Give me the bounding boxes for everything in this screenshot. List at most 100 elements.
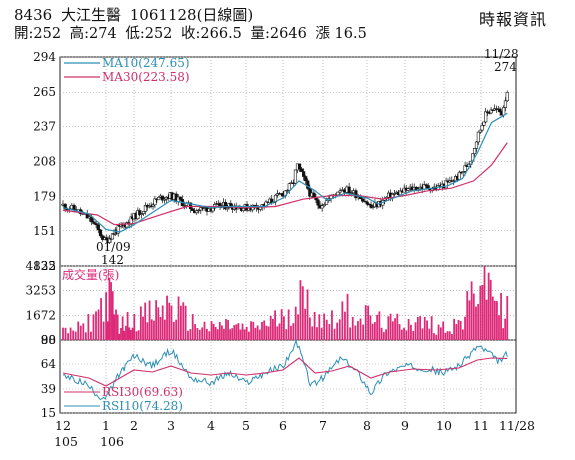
volume-bar (67, 333, 69, 340)
volume-bar (227, 319, 229, 340)
candle (308, 188, 312, 197)
candle (211, 207, 215, 212)
volume-bar (504, 318, 507, 340)
volume-bar (108, 277, 111, 340)
volume-bar (137, 330, 140, 340)
volume-bar (477, 303, 480, 340)
candle (285, 189, 289, 192)
volume-bar (292, 323, 295, 340)
volume-bar (320, 327, 323, 340)
candle (476, 131, 480, 143)
volume-bar (419, 316, 422, 340)
volume-bar (359, 318, 362, 340)
y-tick-label: 4835 (25, 259, 56, 273)
volume-bar (448, 331, 451, 340)
x-tick-label: 10 (436, 418, 452, 433)
volume-bar (464, 316, 466, 340)
candle (369, 204, 373, 208)
candle (316, 199, 320, 206)
candle (72, 204, 76, 211)
volume-bar (225, 319, 227, 340)
volume-bar (426, 320, 428, 340)
stock-code: 8436 (14, 6, 53, 24)
volume-bar (139, 306, 142, 340)
volume-bar (245, 326, 248, 340)
ma10-line (62, 112, 508, 233)
volume-bar (344, 311, 346, 340)
volume-bar (265, 325, 268, 340)
candle (188, 202, 193, 210)
ma30-line (62, 142, 508, 226)
candle (503, 100, 508, 108)
volume-bar (84, 332, 87, 340)
volume-bar (394, 318, 396, 340)
volume-bar (74, 331, 77, 340)
volume-bar (410, 324, 412, 340)
volume-bar (247, 331, 250, 340)
volume-bar (382, 332, 385, 340)
volume-bar (95, 311, 97, 340)
volume-bar (433, 333, 435, 340)
candle (151, 204, 155, 207)
candle (461, 171, 465, 173)
candle (498, 108, 502, 113)
x-tick-label: 9 (401, 418, 409, 433)
volume-bar (179, 305, 182, 340)
volume-bar (102, 321, 105, 340)
volume-bar (341, 301, 344, 340)
y-tick-label: 151 (33, 224, 56, 238)
volume-bar (453, 318, 456, 340)
volume-bar (396, 313, 399, 340)
candle (293, 169, 298, 184)
candle (398, 190, 402, 196)
volume-bar (304, 308, 307, 340)
x-tick-label: 7 (319, 418, 327, 433)
candle (444, 180, 448, 189)
x-year-label: 105 (54, 434, 78, 449)
volume-bar (287, 309, 290, 340)
volume-bar (451, 333, 453, 340)
candle (92, 221, 96, 224)
volume-bar (168, 302, 171, 340)
volume-value: 量:2646 (250, 26, 307, 42)
volume-bar (64, 327, 67, 340)
volume-bar (369, 315, 372, 340)
volume-bar (100, 298, 102, 340)
volume-bar (299, 280, 302, 340)
volume-bar (205, 328, 208, 340)
volume-bar (128, 327, 131, 340)
volume-bar (367, 305, 370, 340)
x-tick-label: 8 (363, 418, 371, 433)
volume-bar (423, 316, 426, 340)
candle (223, 202, 228, 210)
volume-bar (148, 300, 151, 340)
volume-bar (290, 325, 292, 340)
candle (138, 210, 142, 215)
candle (324, 200, 329, 205)
volume-bar (208, 331, 211, 340)
stats-line: 開:252 高:274 低:252 收:266.5 量:2646 漲 16.5 (14, 25, 371, 43)
volume-bar (166, 295, 168, 340)
volume-bar (113, 314, 116, 340)
volume-bar (500, 292, 502, 340)
volume-bar (491, 296, 494, 340)
candle (162, 198, 167, 201)
x-tick-label: 1 (102, 418, 110, 433)
candle (241, 208, 246, 211)
volume-bar (272, 318, 274, 340)
volume-bar (69, 327, 72, 340)
candle (361, 198, 365, 202)
volume-bar (472, 293, 475, 340)
volume-bar (400, 329, 403, 340)
candle (502, 107, 506, 116)
candle (143, 204, 148, 212)
volume-bar (252, 321, 255, 340)
low-value: 低:252 (125, 26, 173, 42)
title-line: 8436 大江生醫 1061128(日線圖) (14, 6, 257, 24)
volume-bar (263, 320, 266, 340)
candle (485, 111, 490, 113)
candle (160, 195, 165, 201)
volume-bar (318, 314, 321, 340)
volume-bar (223, 328, 225, 340)
